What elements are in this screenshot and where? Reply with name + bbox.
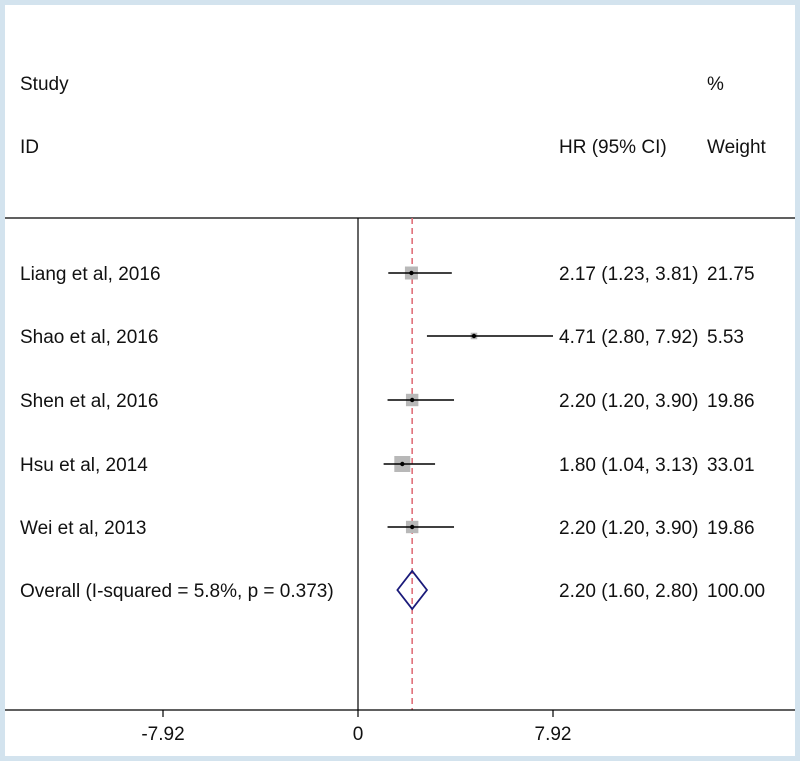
ci-text: 2.20 (1.20, 3.90): [559, 391, 698, 412]
study-label: Shao et al, 2016: [20, 327, 158, 348]
x-tick-label: 7.92: [535, 724, 572, 745]
point-estimate: [409, 397, 415, 403]
point-estimate: [409, 524, 415, 530]
point-estimate: [400, 461, 405, 467]
header-study: Study: [20, 74, 69, 95]
forest-plot: Study ID HR (95% CI) % Weight Liang et a…: [5, 74, 795, 745]
weight-text: 21.75: [707, 264, 755, 285]
header-percent: %: [707, 74, 724, 95]
x-tick-label: -7.92: [141, 724, 184, 745]
overall-ci-text: 2.20 (1.60, 2.80): [559, 581, 698, 602]
header-weight: Weight: [707, 137, 767, 158]
weight-text: 5.53: [707, 327, 744, 348]
overall-weight-text: 100.00: [707, 581, 765, 602]
study-label: Wei et al, 2013: [20, 518, 146, 539]
weight-text: 33.01: [707, 455, 755, 476]
header-hr: HR (95% CI): [559, 137, 667, 158]
weight-text: 19.86: [707, 391, 755, 412]
overall-label: Overall (I-squared = 5.8%, p = 0.373): [20, 581, 334, 602]
x-tick-label: 0: [353, 724, 364, 745]
header-id: ID: [20, 137, 39, 158]
study-label: Hsu et al, 2014: [20, 455, 148, 476]
ci-text: 2.20 (1.20, 3.90): [559, 518, 698, 539]
ci-text: 2.17 (1.23, 3.81): [559, 264, 698, 285]
study-label: Liang et al, 2016: [20, 264, 161, 285]
study-label: Shen et al, 2016: [20, 391, 158, 412]
overall-diamond: [396, 569, 429, 611]
weight-text: 19.86: [707, 518, 755, 539]
ci-text: 4.71 (2.80, 7.92): [559, 327, 698, 348]
point-estimate: [471, 333, 477, 339]
point-estimate: [409, 270, 414, 276]
ci-text: 1.80 (1.04, 3.13): [559, 455, 698, 476]
